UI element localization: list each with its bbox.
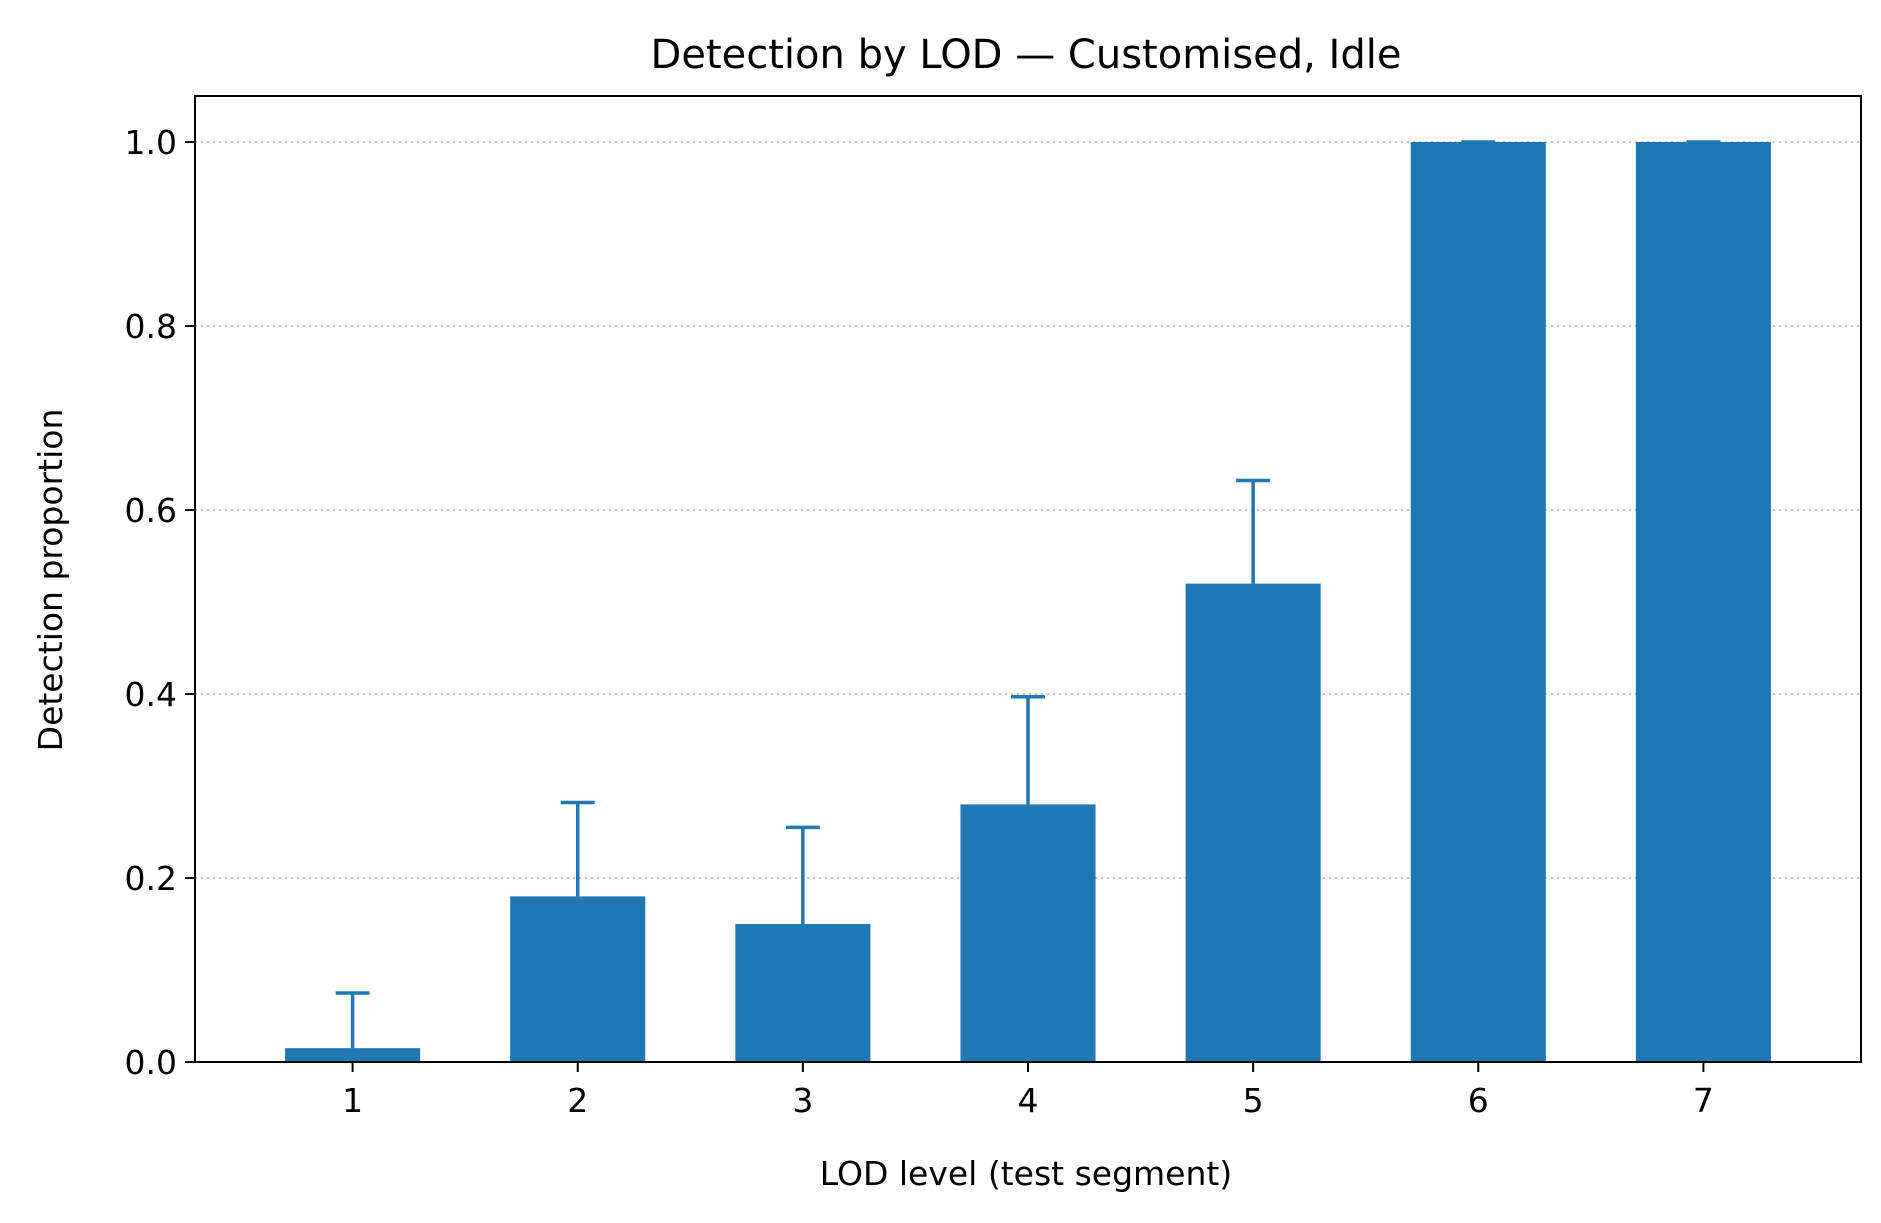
x-tick-label: 1 [342,1081,363,1120]
error-bars [335,140,1721,1049]
x-tick-label: 7 [1693,1081,1714,1120]
y-tick-label: 0.8 [125,307,177,346]
gridlines [195,141,1861,879]
y-tick-label: 0.4 [125,675,177,714]
bar [1410,142,1546,1062]
x-tick-label: 6 [1468,1081,1489,1120]
bar [1185,583,1321,1062]
x-axis-label: LOD level (test segment) [820,1154,1232,1193]
bar [510,896,646,1062]
x-tick-label: 5 [1243,1081,1264,1120]
bars [285,142,1771,1062]
chart-title: Detection by LOD — Customised, Idle [651,32,1402,78]
y-tick-label: 0.2 [125,859,177,898]
x-tick-label: 4 [1018,1081,1039,1120]
x-tick-label: 2 [567,1081,588,1120]
y-axis-ticks: 0.0 0.2 0.4 0.6 0.8 1.0 [125,123,195,1082]
bar [735,924,871,1062]
y-tick-label: 0.6 [125,491,177,530]
x-axis-ticks: 1 2 3 4 5 6 7 [342,1062,1714,1120]
y-axis-label: Detection proportion [31,409,70,752]
y-tick-label: 0.0 [125,1043,177,1082]
bar [1635,142,1771,1062]
bar [285,1048,421,1062]
x-tick-label: 3 [792,1081,813,1120]
y-tick-label: 1.0 [125,123,177,162]
bar [960,804,1096,1062]
